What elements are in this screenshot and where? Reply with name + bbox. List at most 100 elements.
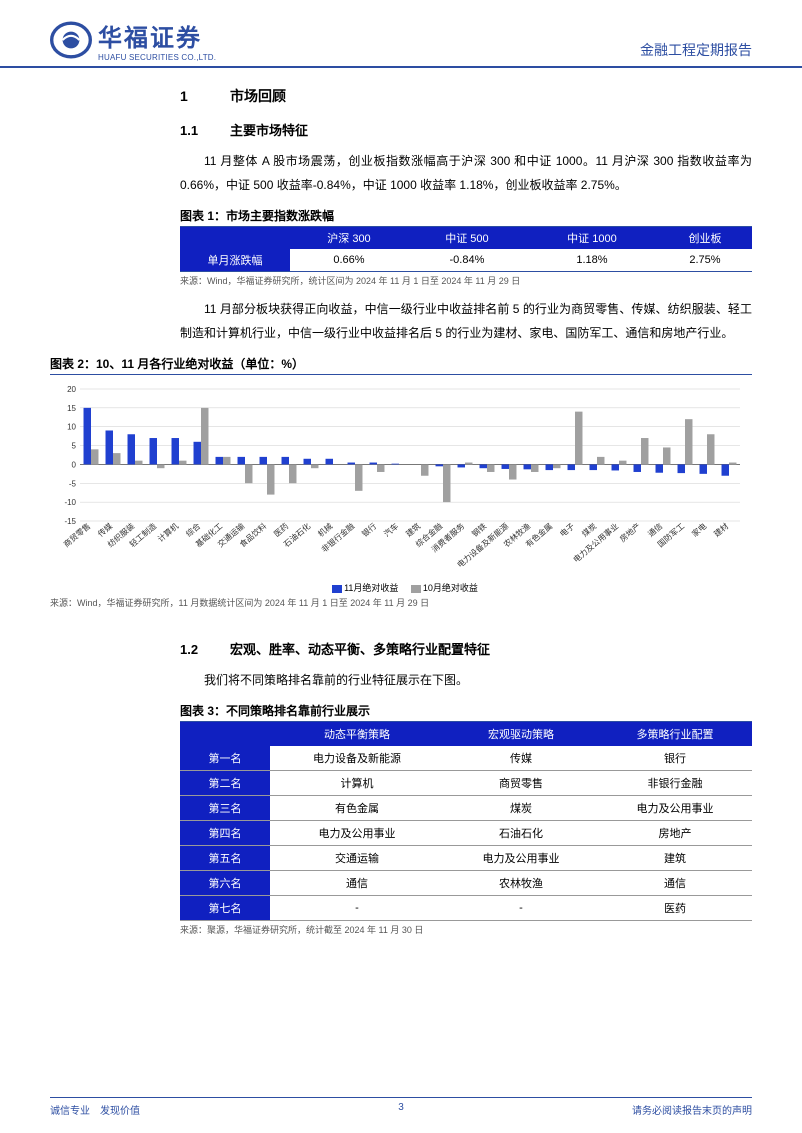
svg-text:家电: 家电 bbox=[690, 521, 709, 539]
section-1-2-title: 宏观、胜率、动态平衡、多策略行业配置特征 bbox=[230, 642, 490, 657]
section-1-title: 市场回顾 bbox=[230, 88, 286, 104]
svg-text:建筑: 建筑 bbox=[404, 521, 423, 539]
fig2-legend: 11月绝对收益 10月绝对收益 bbox=[50, 581, 750, 594]
section-1-2-num: 1.2 bbox=[180, 642, 230, 657]
fig1-v2: 1.18% bbox=[526, 249, 658, 272]
svg-text:通信: 通信 bbox=[646, 521, 665, 539]
svg-text:5: 5 bbox=[72, 442, 77, 451]
fig2-svg: -15-10-505101520商贸零售传媒纺织服装轻工制造计算机综合基础化工交… bbox=[50, 379, 750, 579]
fig3-cell: 通信 bbox=[598, 871, 752, 896]
fig3-cell: - bbox=[270, 896, 444, 921]
footer-left: 诚信专业 发现价值 bbox=[50, 1102, 140, 1117]
footer-page: 3 bbox=[398, 1102, 404, 1113]
fig1-rowlabel: 单月涨跌幅 bbox=[180, 249, 290, 272]
section-1-num: 1 bbox=[180, 88, 230, 104]
svg-text:汽车: 汽车 bbox=[382, 521, 401, 539]
fig3-rowlabel: 第一名 bbox=[180, 746, 270, 771]
svg-text:钢铁: 钢铁 bbox=[470, 521, 489, 539]
page-header: 华福证券 HUAFU SECURITIES CO.,LTD. 金融工程定期报告 bbox=[0, 0, 802, 68]
logo: 华福证券 HUAFU SECURITIES CO.,LTD. bbox=[50, 18, 216, 62]
fig3-cell: 电力及公用事业 bbox=[598, 796, 752, 821]
svg-text:机械: 机械 bbox=[316, 521, 335, 539]
fig1-h2: 中证 500 bbox=[408, 227, 526, 249]
fig1-v1: -0.84% bbox=[408, 249, 526, 272]
fig3-cell: 计算机 bbox=[270, 771, 444, 796]
fig3-h3: 多策略行业配置 bbox=[598, 722, 752, 746]
footer-right: 请务必阅读报告末页的声明 bbox=[632, 1102, 752, 1117]
section-1-1-num: 1.1 bbox=[180, 123, 230, 138]
fig3-cell: 房地产 bbox=[598, 821, 752, 846]
fig3-cell: 煤炭 bbox=[444, 796, 598, 821]
fig3-cell: 电力及公用事业 bbox=[270, 821, 444, 846]
fig3-cell: 医药 bbox=[598, 896, 752, 921]
svg-text:煤炭: 煤炭 bbox=[580, 521, 599, 539]
svg-text:-10: -10 bbox=[64, 498, 76, 507]
section-1-2-heading: 1.2宏观、胜率、动态平衡、多策略行业配置特征 bbox=[180, 639, 752, 658]
fig1-table: 沪深 300 中证 500 中证 1000 创业板 单月涨跌幅 0.66% -0… bbox=[180, 227, 752, 272]
content: 1市场回顾 1.1主要市场特征 11 月整体 A 股市场震荡，创业板指数涨幅高于… bbox=[0, 68, 802, 936]
fig3-rowlabel: 第五名 bbox=[180, 846, 270, 871]
legend-swatch-nov bbox=[332, 585, 342, 593]
svg-text:银行: 银行 bbox=[360, 521, 379, 539]
svg-text:20: 20 bbox=[67, 385, 76, 394]
fig3-source: 来源：聚源，华福证券研究所，统计截至 2024 年 11 月 30 日 bbox=[180, 923, 752, 936]
svg-text:-15: -15 bbox=[64, 517, 76, 526]
fig3-cell: 建筑 bbox=[598, 846, 752, 871]
fig3-cell: 电力设备及新能源 bbox=[270, 746, 444, 771]
fig1-v3: 2.75% bbox=[658, 249, 752, 272]
page-footer: 诚信专业 发现价值 3 请务必阅读报告末页的声明 bbox=[50, 1097, 752, 1117]
fig3-cell: - bbox=[444, 896, 598, 921]
fig3-rowlabel: 第二名 bbox=[180, 771, 270, 796]
fig3-rowlabel: 第四名 bbox=[180, 821, 270, 846]
fig3-cell: 农林牧渔 bbox=[444, 871, 598, 896]
fig3-h2: 宏观驱动策略 bbox=[444, 722, 598, 746]
fig3-rowlabel: 第三名 bbox=[180, 796, 270, 821]
svg-text:10: 10 bbox=[67, 423, 76, 432]
legend-nov: 11月绝对收益 bbox=[344, 583, 398, 593]
logo-en-text: HUAFU SECURITIES CO.,LTD. bbox=[98, 53, 216, 62]
fig1-h0 bbox=[180, 227, 290, 249]
fig1-v0: 0.66% bbox=[290, 249, 408, 272]
fig3-cell: 商贸零售 bbox=[444, 771, 598, 796]
section-1-2-p1: 我们将不同策略排名靠前的行业特征展示在下图。 bbox=[180, 668, 752, 692]
legend-oct: 10月绝对收益 bbox=[423, 583, 478, 593]
fig3-rowlabel: 第七名 bbox=[180, 896, 270, 921]
logo-cn-text: 华福证券 bbox=[98, 18, 216, 53]
svg-text:0: 0 bbox=[72, 460, 77, 469]
fig3-table: 动态平衡策略 宏观驱动策略 多策略行业配置 第一名电力设备及新能源传媒银行第二名… bbox=[180, 722, 752, 921]
fig1-h3: 中证 1000 bbox=[526, 227, 658, 249]
fig3-rowlabel: 第六名 bbox=[180, 871, 270, 896]
section-1-1-p1: 11 月整体 A 股市场震荡，创业板指数涨幅高于沪深 300 和中证 1000。… bbox=[180, 149, 752, 197]
section-1-1-title: 主要市场特征 bbox=[230, 123, 308, 138]
svg-text:15: 15 bbox=[67, 404, 76, 413]
fig2-title: 图表 2：10、11 月各行业绝对收益（单位：%） bbox=[50, 355, 752, 375]
fig3-cell: 非银行金融 bbox=[598, 771, 752, 796]
logo-icon bbox=[50, 19, 92, 61]
fig2-chart: -15-10-505101520商贸零售传媒纺织服装轻工制造计算机综合基础化工交… bbox=[50, 379, 750, 594]
fig3-title: 图表 3：不同策略排名靠前行业展示 bbox=[180, 702, 752, 722]
fig3-cell: 石油石化 bbox=[444, 821, 598, 846]
fig3-cell: 通信 bbox=[270, 871, 444, 896]
svg-text:综合: 综合 bbox=[184, 521, 203, 539]
header-right-text: 金融工程定期报告 bbox=[640, 40, 752, 62]
fig1-h1: 沪深 300 bbox=[290, 227, 408, 249]
fig3-h1: 动态平衡策略 bbox=[270, 722, 444, 746]
svg-text:医药: 医药 bbox=[272, 521, 291, 539]
p-after-fig1: 11 月部分板块获得正向收益，中信一级行业中收益排名前 5 的行业为商贸零售、传… bbox=[180, 297, 752, 345]
fig1-title: 图表 1：市场主要指数涨跌幅 bbox=[180, 207, 752, 227]
fig3-cell: 银行 bbox=[598, 746, 752, 771]
fig3-cell: 有色金属 bbox=[270, 796, 444, 821]
section-1-1-heading: 1.1主要市场特征 bbox=[180, 120, 752, 139]
fig3-cell: 电力及公用事业 bbox=[444, 846, 598, 871]
svg-text:-5: -5 bbox=[69, 479, 77, 488]
svg-text:房地产: 房地产 bbox=[617, 521, 642, 544]
svg-text:电子: 电子 bbox=[558, 521, 577, 539]
fig1-source: 来源：Wind，华福证券研究所，统计区间为 2024 年 11 月 1 日至 2… bbox=[180, 274, 752, 287]
svg-text:传媒: 传媒 bbox=[96, 521, 115, 539]
svg-text:计算机: 计算机 bbox=[155, 521, 180, 544]
legend-swatch-oct bbox=[411, 585, 421, 593]
fig1-h4: 创业板 bbox=[658, 227, 752, 249]
svg-text:建材: 建材 bbox=[712, 521, 731, 539]
fig3-cell: 交通运输 bbox=[270, 846, 444, 871]
fig3-h0 bbox=[180, 722, 270, 746]
